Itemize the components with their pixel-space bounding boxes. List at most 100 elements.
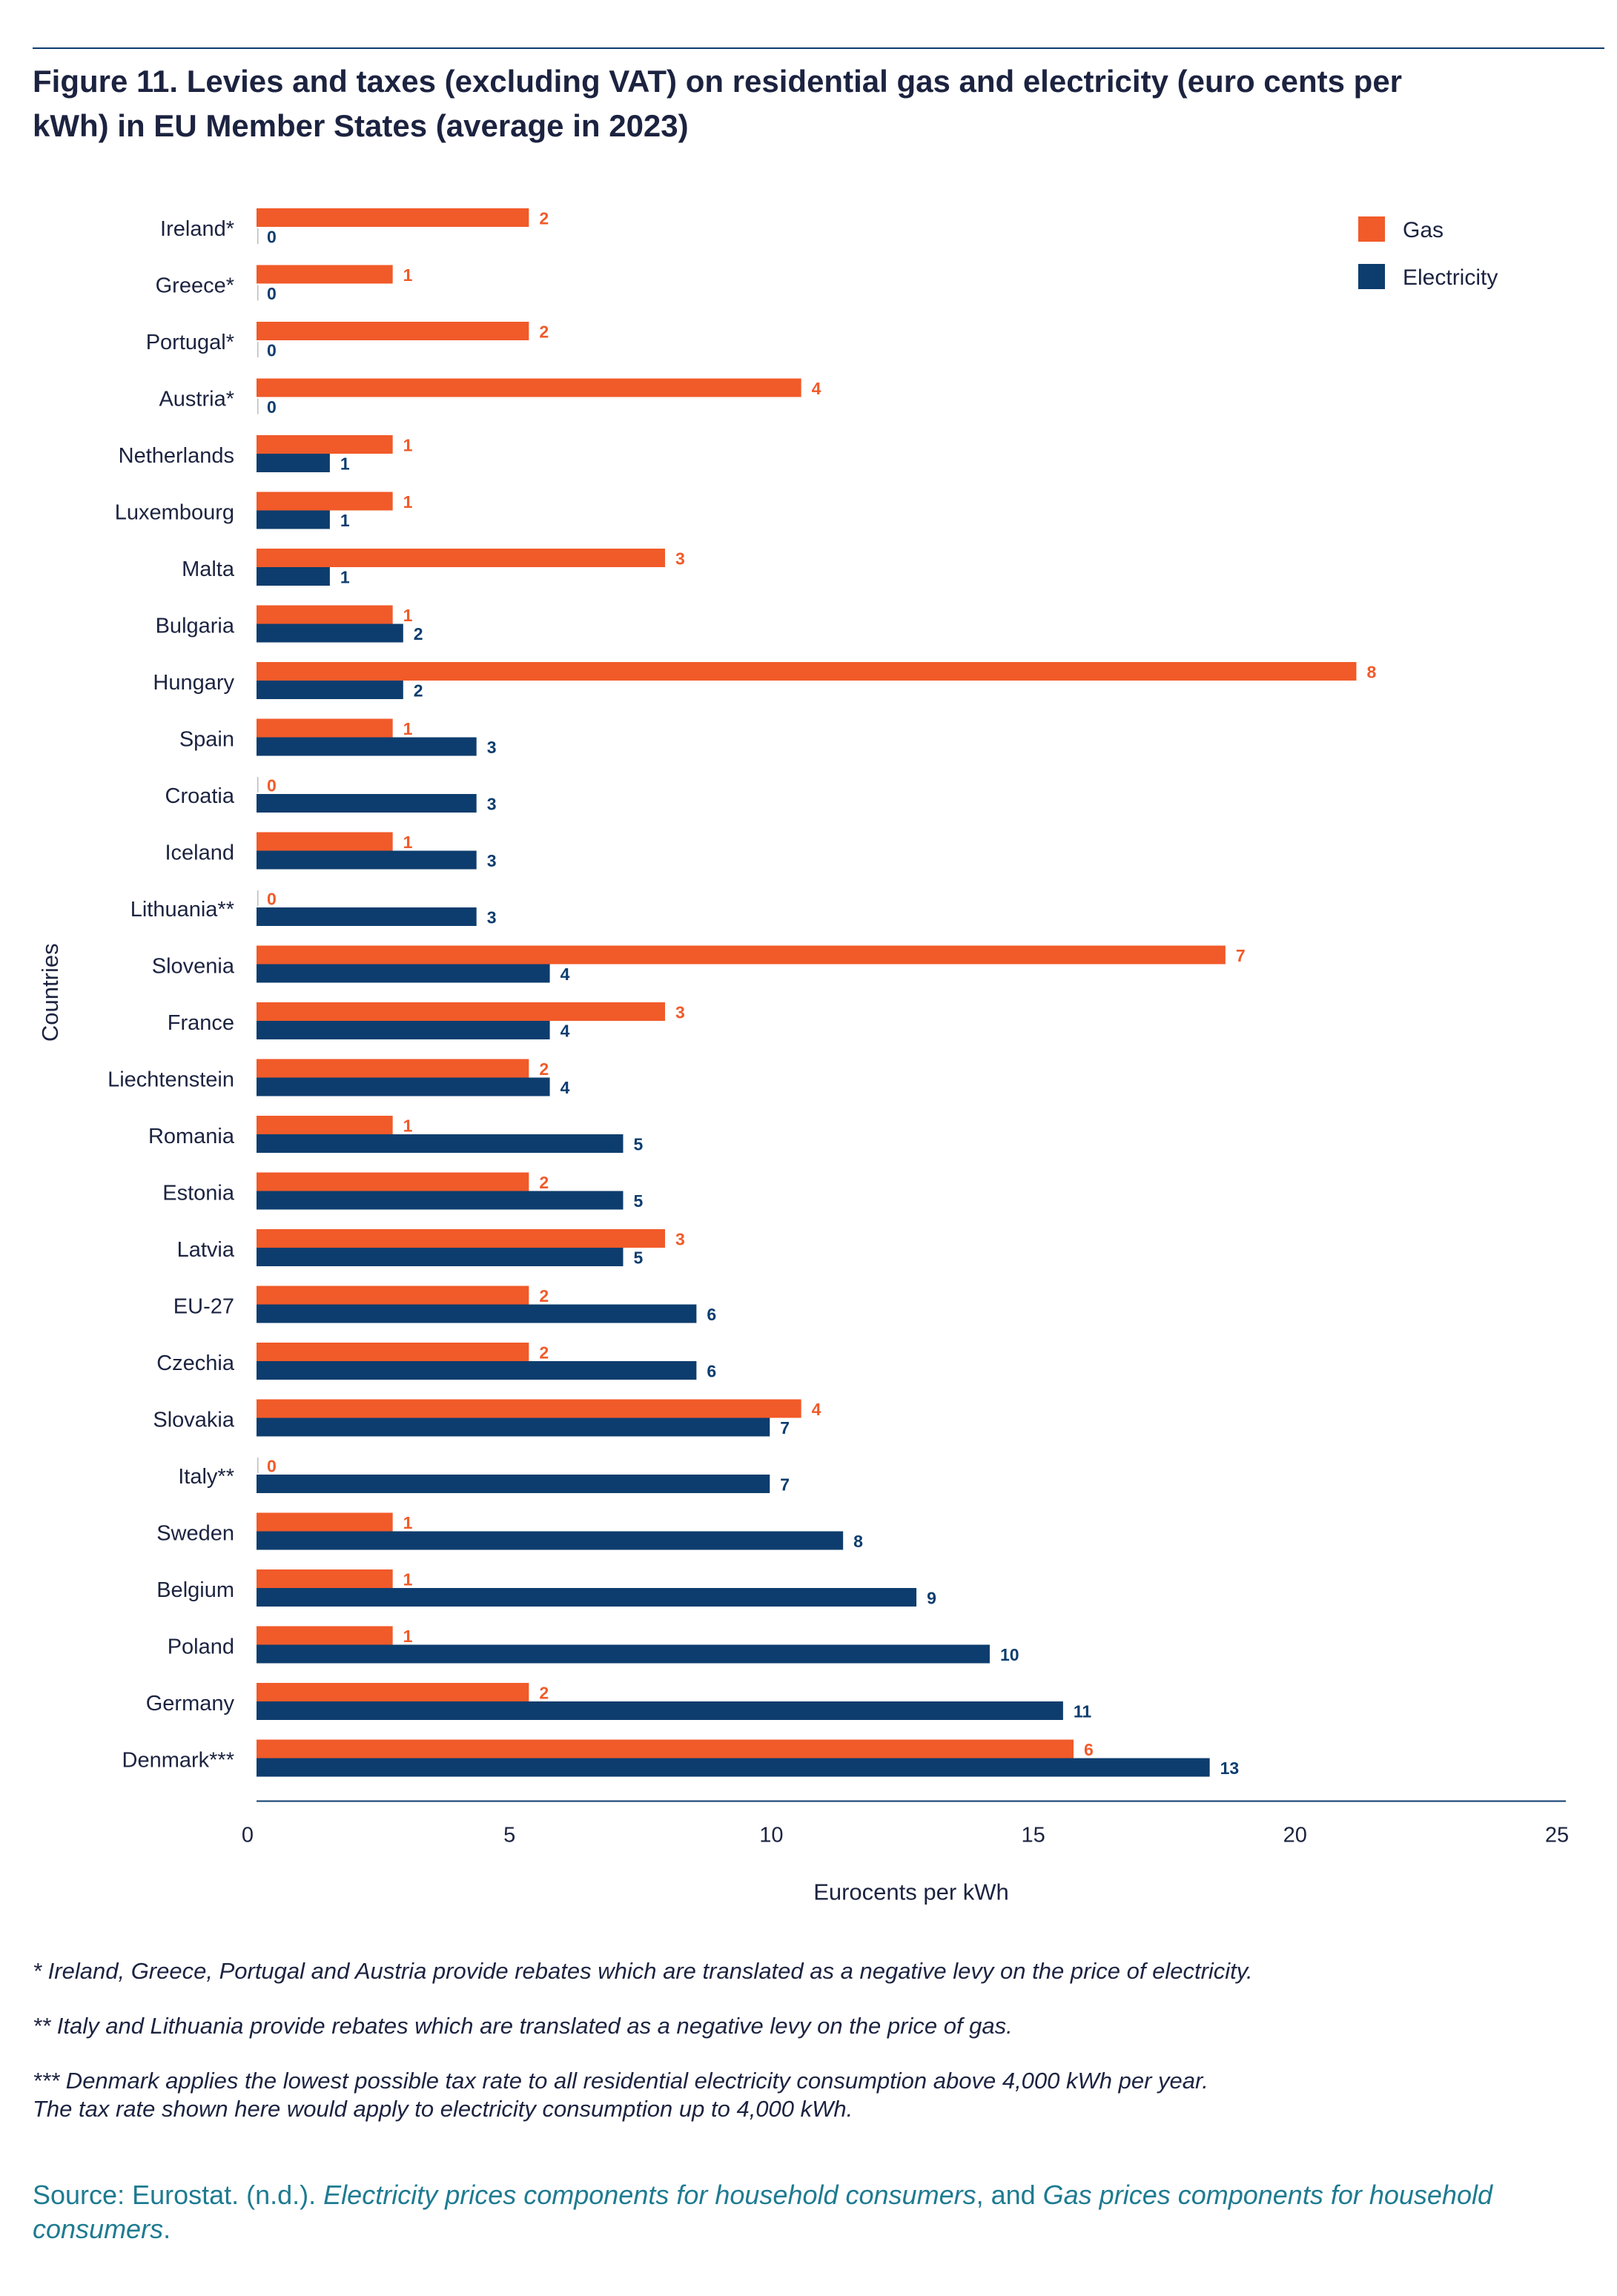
category-label: Netherlands: [119, 444, 234, 468]
gas-bar: [257, 1116, 393, 1134]
y-axis-title: Countries: [37, 943, 63, 1042]
gas-value-label: 2: [539, 1173, 549, 1192]
electricity-value-label: 0: [267, 397, 277, 417]
electricity-bar: [257, 794, 477, 813]
electricity-bar: [257, 1644, 990, 1664]
gas-value-label: 6: [1084, 1740, 1094, 1759]
gas-bar: [257, 549, 665, 567]
gas-bar: [257, 322, 529, 340]
category-label: Estonia: [162, 1182, 235, 1205]
electricity-zero-marker: [257, 342, 259, 357]
electricity-value-label: 0: [267, 284, 277, 303]
gas-bar: [257, 1739, 1074, 1759]
electricity-value-label: 9: [927, 1589, 936, 1608]
source-title-gas: Gas prices components for household cons…: [33, 2180, 1492, 2244]
gas-bar: [257, 1286, 529, 1305]
gas-value-label: 2: [539, 209, 549, 228]
gas-bar: [257, 1399, 801, 1418]
gas-value-label: 4: [812, 1400, 821, 1419]
category-label: Croatia: [165, 784, 235, 808]
gas-value-label: 2: [539, 1684, 549, 1703]
gas-bar: [257, 1569, 393, 1588]
gas-bar: [257, 832, 393, 851]
x-axis-title: Eurocents per kWh: [813, 1879, 1009, 1905]
gas-value-label: 1: [403, 1570, 413, 1589]
electricity-value-label: 3: [487, 851, 497, 870]
electricity-bar: [257, 1021, 550, 1039]
gas-value-label: 2: [539, 1059, 549, 1079]
category-label: Germany: [146, 1692, 235, 1716]
gas-bar: [257, 662, 1357, 681]
electricity-value-label: 1: [340, 568, 350, 587]
electricity-value-label: 10: [1000, 1645, 1019, 1664]
electricity-value-label: 1: [340, 511, 350, 530]
x-tick-label: 20: [1283, 1824, 1307, 1847]
electricity-bar: [257, 1701, 1063, 1720]
category-label: Iceland: [165, 841, 234, 865]
source-middle: , and: [976, 2180, 1043, 2210]
category-label: Slovakia: [153, 1409, 234, 1432]
category-label: Italy**: [178, 1465, 234, 1489]
category-label: EU-27: [173, 1295, 234, 1319]
source-title-electricity: Electricity prices components for househ…: [323, 2180, 976, 2210]
electricity-value-label: 2: [414, 681, 423, 701]
legend-label-electricity: Electricity: [1403, 265, 1498, 290]
gas-bar: [257, 265, 393, 284]
gas-bar: [257, 492, 393, 511]
electricity-value-label: 3: [487, 908, 497, 927]
gas-value-label: 1: [403, 833, 413, 852]
electricity-bar: [257, 1248, 624, 1266]
top-rule: [33, 47, 1604, 49]
gas-bar: [257, 945, 1226, 965]
gas-bar: [257, 208, 529, 227]
gas-value-label: 0: [267, 890, 277, 909]
category-label: Sweden: [156, 1522, 234, 1546]
electricity-bar: [257, 1304, 697, 1323]
category-label: Denmark***: [122, 1749, 235, 1773]
electricity-bar: [257, 1588, 917, 1607]
category-label: Hungary: [153, 671, 234, 695]
electricity-value-label: 4: [561, 1022, 570, 1041]
category-label: Ireland*: [160, 217, 234, 241]
electricity-bar: [257, 737, 477, 756]
electricity-bar: [257, 850, 477, 870]
gas-bar: [257, 1002, 665, 1021]
gas-value-label: 3: [675, 1003, 685, 1022]
category-label: Austria*: [159, 388, 234, 411]
electricity-zero-marker: [257, 228, 259, 244]
category-label: Poland: [168, 1635, 234, 1659]
gas-value-label: 1: [403, 492, 413, 512]
gas-value-label: 8: [1366, 663, 1376, 682]
gas-bar: [257, 605, 393, 624]
gas-value-label: 1: [403, 606, 413, 625]
electricity-bar: [257, 567, 330, 586]
category-label: Czechia: [156, 1352, 235, 1375]
electricity-bar: [257, 1361, 697, 1380]
category-label: Spain: [179, 728, 234, 752]
category-label: Greece*: [156, 274, 234, 298]
gas-value-label: 1: [403, 1116, 413, 1136]
gas-value-label: 1: [403, 265, 413, 285]
category-label: Romania: [148, 1125, 235, 1148]
gas-value-label: 3: [675, 549, 685, 569]
legend-swatch-electricity: [1358, 264, 1385, 289]
category-label: Portugal*: [146, 331, 234, 354]
legend-swatch-gas: [1358, 216, 1385, 242]
electricity-bar: [257, 1134, 624, 1153]
gas-bar: [257, 1512, 393, 1532]
x-tick-label: 15: [1021, 1824, 1045, 1847]
electricity-bar: [257, 1191, 624, 1210]
electricity-value-label: 5: [633, 1191, 643, 1211]
gas-bar: [257, 1172, 529, 1191]
gas-value-label: 2: [539, 322, 549, 342]
gas-value-label: 7: [1236, 946, 1246, 965]
electricity-value-label: 0: [267, 341, 277, 360]
gas-value-label: 0: [267, 776, 277, 795]
category-label: Latvia: [177, 1238, 235, 1262]
x-tick-label: 10: [759, 1824, 783, 1847]
electricity-value-label: 6: [707, 1305, 716, 1324]
electricity-value-label: 2: [414, 624, 423, 644]
footnote-2: ** Italy and Lithuania provide rebates w…: [33, 2013, 1013, 2039]
electricity-value-label: 11: [1074, 1702, 1092, 1721]
electricity-value-label: 0: [267, 228, 277, 247]
